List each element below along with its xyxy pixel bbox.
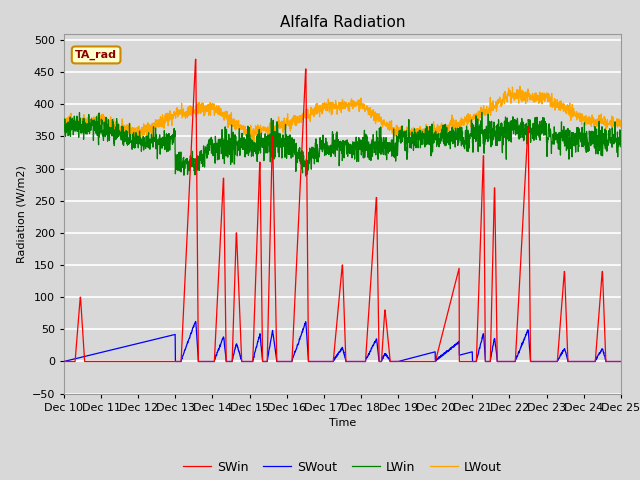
Text: TA_rad: TA_rad [75,50,117,60]
LWin [216,136,223,142]
Line: SWin: SWin [64,60,621,361]
LWout [568,111,576,117]
Line: LWin: LWin [64,112,621,176]
SWout [359,359,367,364]
SWout [568,359,575,364]
SWin [584,359,591,364]
SWin [192,57,200,62]
SWout [504,359,512,364]
LWout [216,112,223,118]
SWin [359,359,367,364]
LWin [371,149,379,155]
LWin [568,154,576,160]
Line: LWout: LWout [64,86,621,142]
LWout [516,84,524,89]
SWout [216,345,223,350]
X-axis label: Time: Time [329,418,356,428]
SWin [371,218,379,224]
LWout [60,120,68,126]
SWin [60,359,68,364]
SWout [371,339,379,345]
SWin [504,359,512,364]
LWout [359,101,367,107]
SWout [617,359,625,364]
SWout [60,359,68,364]
SWin [216,254,223,260]
Y-axis label: Radiation (W/m2): Radiation (W/m2) [16,165,26,263]
LWin [60,118,68,124]
SWout [584,359,591,364]
LWout [250,139,258,145]
LWin [505,120,513,125]
LWin [584,139,591,145]
SWout [192,319,200,324]
Legend: SWin, SWout, LWin, LWout: SWin, SWout, LWin, LWout [178,456,507,479]
LWout [504,91,512,97]
LWin [617,144,625,150]
LWin [302,173,310,179]
LWout [371,111,379,117]
SWin [568,359,575,364]
Line: SWout: SWout [64,322,621,361]
LWout [617,124,625,130]
LWin [478,109,486,115]
Title: Alfalfa Radiation: Alfalfa Radiation [280,15,405,30]
LWin [359,139,367,144]
SWin [617,359,625,364]
LWout [584,115,591,121]
